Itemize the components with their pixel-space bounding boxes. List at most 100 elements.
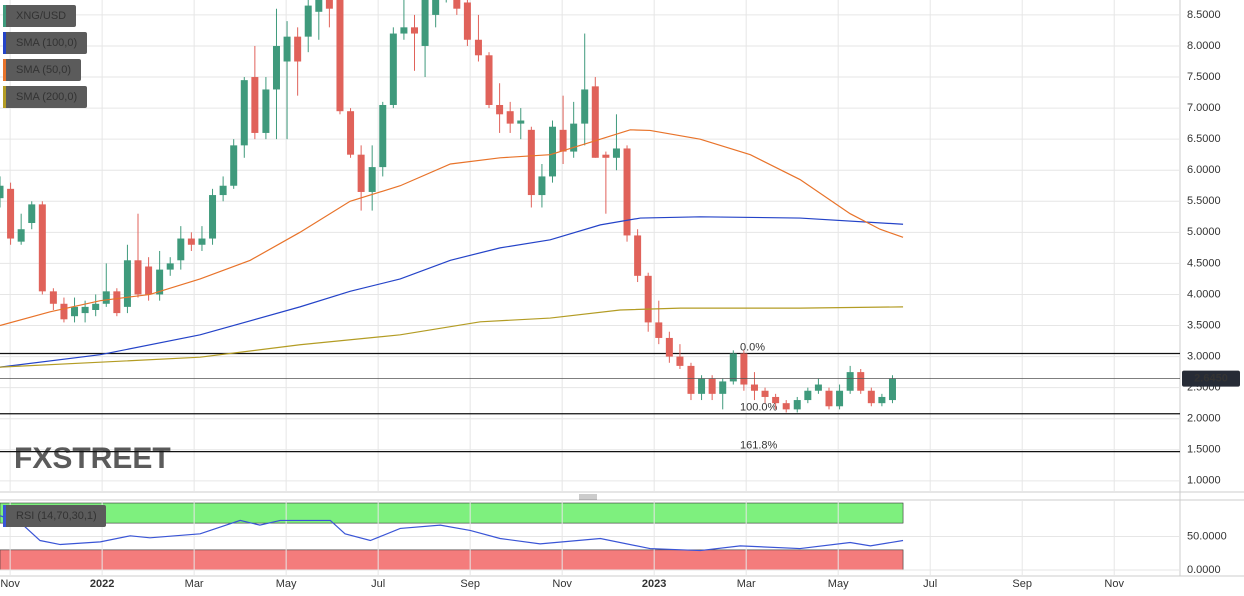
legend-label: XNG/USD <box>16 10 66 22</box>
candle-body <box>230 145 238 186</box>
y-tick-label: 7.0000 <box>1187 102 1221 114</box>
candle-body <box>209 195 217 239</box>
candle-body <box>315 0 323 12</box>
candle-body <box>836 390 844 407</box>
axes: 1.00001.50002.00002.50003.00003.50004.00… <box>0 9 1240 590</box>
legend-box <box>3 86 87 108</box>
legend-label: RSI (14,70,30,1) <box>16 510 97 522</box>
rsi-zone <box>0 549 904 571</box>
candle-body <box>240 80 248 146</box>
candle-body <box>665 337 673 357</box>
y-tick-label: 6.0000 <box>1187 164 1221 176</box>
candle-body <box>623 148 631 236</box>
candle-body <box>81 306 89 314</box>
x-tick-label: May <box>828 578 849 590</box>
last-price-label: 2.6450 <box>1194 373 1228 385</box>
candle-body <box>549 126 557 177</box>
candle-body <box>846 372 854 391</box>
candle-body <box>177 238 185 261</box>
candle-body <box>38 204 46 292</box>
candle-body <box>772 396 780 404</box>
candle-body <box>60 303 68 320</box>
candle-body <box>347 111 355 155</box>
candle-body <box>517 120 525 124</box>
candle-body <box>814 384 822 391</box>
candle-body <box>559 129 567 152</box>
candle-body <box>698 378 706 394</box>
legend-box <box>3 5 76 27</box>
y-tick-label: 8.5000 <box>1187 9 1221 21</box>
legend-swatch <box>3 505 6 527</box>
legend-box <box>3 59 81 81</box>
candle-body <box>867 390 875 404</box>
legend-swatch <box>3 5 6 27</box>
candle-body <box>71 306 79 317</box>
candle-body <box>113 291 121 314</box>
candle-body <box>485 55 493 105</box>
series-line <box>0 129 904 327</box>
series-line <box>0 216 904 368</box>
candle-body <box>581 89 589 124</box>
candle-body <box>166 263 174 270</box>
y-tick-label: 2.0000 <box>1187 413 1221 425</box>
fib-level-label: 161.8% <box>740 440 778 452</box>
watermark: FXSTREET <box>14 442 171 475</box>
x-tick-label: Sep <box>1012 578 1032 590</box>
x-tick-label: Nov <box>0 578 20 590</box>
candle-body <box>379 104 387 168</box>
y-tick-label: 5.0000 <box>1187 226 1221 238</box>
candle-body <box>123 260 131 307</box>
candle-body <box>676 356 684 366</box>
candle-body <box>750 384 758 391</box>
candle-body <box>219 185 227 196</box>
candle-body <box>92 303 100 310</box>
x-tick-label: Jul <box>923 578 937 590</box>
candle-body <box>432 0 440 15</box>
candle-body <box>729 353 737 382</box>
candle-body <box>782 403 790 410</box>
legend-label: SMA (200,0) <box>16 91 77 103</box>
legend-box <box>3 32 87 54</box>
candle-body <box>145 266 153 295</box>
candle-body <box>453 0 461 9</box>
candle-body <box>0 185 4 199</box>
x-tick-label: 2022 <box>90 578 114 590</box>
candle-body <box>49 291 57 304</box>
legend-label: SMA (100,0) <box>16 37 77 49</box>
x-tick-label: Nov <box>552 578 572 590</box>
candle-body <box>857 372 865 391</box>
y-tick-label: 1.5000 <box>1187 444 1221 456</box>
y-tick-label: 6.5000 <box>1187 133 1221 145</box>
candle-body <box>496 104 504 115</box>
candle-body <box>570 123 578 152</box>
candle-body <box>463 2 471 40</box>
candle-body <box>591 86 599 158</box>
candle-body <box>655 322 663 338</box>
candle-body <box>283 36 291 62</box>
candle-body <box>198 238 206 245</box>
candle-body <box>888 378 896 401</box>
candle-body <box>102 291 110 304</box>
series-line <box>0 515 904 552</box>
candle-body <box>804 390 812 401</box>
rsi-panel <box>0 500 1180 576</box>
candle-body <box>325 0 333 9</box>
candle-body <box>708 378 716 394</box>
candle-body <box>825 390 833 407</box>
x-tick-label: Mar <box>737 578 756 590</box>
x-tick-label: Jul <box>371 578 385 590</box>
y-tick-label: 3.0000 <box>1187 350 1221 362</box>
candle-body <box>761 390 769 397</box>
candle-body <box>262 89 270 133</box>
price-panel: FXSTREET 0.0% 100.0% 161.8% <box>0 0 1180 492</box>
candle-body <box>527 129 535 196</box>
y-tick-label: 4.0000 <box>1187 288 1221 300</box>
fib-level-label: 100.0% <box>740 402 778 414</box>
resize-handle[interactable] <box>579 494 597 500</box>
x-tick-label: 2023 <box>642 578 666 590</box>
x-tick-label: Sep <box>460 578 480 590</box>
candle-body <box>294 36 302 62</box>
y-tick-label: 4.5000 <box>1187 257 1221 269</box>
